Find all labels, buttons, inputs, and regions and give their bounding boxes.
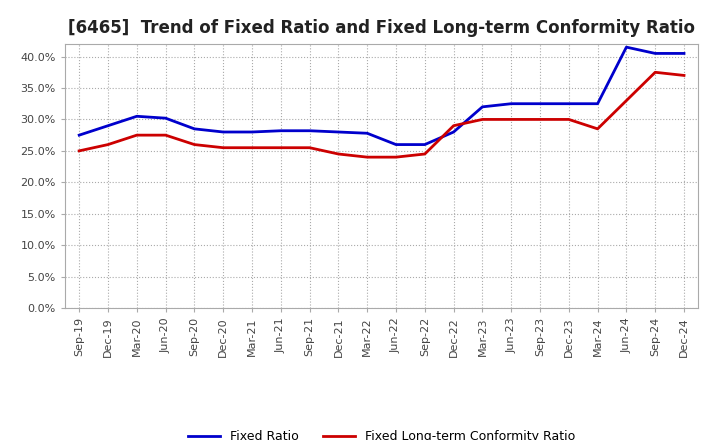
Fixed Ratio [564, 101, 573, 106]
Fixed Long-term Conformity Ratio [161, 132, 170, 138]
Fixed Ratio [219, 129, 228, 135]
Fixed Ratio [248, 129, 256, 135]
Fixed Long-term Conformity Ratio [651, 70, 660, 75]
Fixed Long-term Conformity Ratio [104, 142, 112, 147]
Fixed Ratio [190, 126, 199, 132]
Fixed Long-term Conformity Ratio [75, 148, 84, 154]
Fixed Ratio [622, 44, 631, 50]
Fixed Long-term Conformity Ratio [392, 154, 400, 160]
Fixed Ratio [392, 142, 400, 147]
Fixed Long-term Conformity Ratio [248, 145, 256, 150]
Fixed Long-term Conformity Ratio [622, 98, 631, 103]
Fixed Ratio [104, 123, 112, 128]
Fixed Ratio [334, 129, 343, 135]
Fixed Ratio [680, 51, 688, 56]
Fixed Long-term Conformity Ratio [363, 154, 372, 160]
Fixed Ratio [478, 104, 487, 110]
Fixed Long-term Conformity Ratio [449, 123, 458, 128]
Fixed Long-term Conformity Ratio [305, 145, 314, 150]
Fixed Long-term Conformity Ratio [276, 145, 285, 150]
Legend: Fixed Ratio, Fixed Long-term Conformity Ratio: Fixed Ratio, Fixed Long-term Conformity … [184, 425, 580, 440]
Fixed Ratio [507, 101, 516, 106]
Fixed Ratio [161, 116, 170, 121]
Fixed Long-term Conformity Ratio [219, 145, 228, 150]
Fixed Long-term Conformity Ratio [564, 117, 573, 122]
Fixed Ratio [651, 51, 660, 56]
Fixed Ratio [420, 142, 429, 147]
Fixed Long-term Conformity Ratio [132, 132, 141, 138]
Fixed Long-term Conformity Ratio [593, 126, 602, 132]
Fixed Long-term Conformity Ratio [536, 117, 544, 122]
Fixed Ratio [132, 114, 141, 119]
Fixed Ratio [305, 128, 314, 133]
Fixed Long-term Conformity Ratio [190, 142, 199, 147]
Fixed Long-term Conformity Ratio [507, 117, 516, 122]
Fixed Ratio [449, 129, 458, 135]
Line: Fixed Long-term Conformity Ratio: Fixed Long-term Conformity Ratio [79, 72, 684, 157]
Line: Fixed Ratio: Fixed Ratio [79, 47, 684, 145]
Fixed Long-term Conformity Ratio [334, 151, 343, 157]
Fixed Ratio [363, 131, 372, 136]
Fixed Ratio [75, 132, 84, 138]
Fixed Long-term Conformity Ratio [680, 73, 688, 78]
Fixed Ratio [276, 128, 285, 133]
Fixed Ratio [536, 101, 544, 106]
Fixed Long-term Conformity Ratio [420, 151, 429, 157]
Title: [6465]  Trend of Fixed Ratio and Fixed Long-term Conformity Ratio: [6465] Trend of Fixed Ratio and Fixed Lo… [68, 19, 695, 37]
Fixed Long-term Conformity Ratio [478, 117, 487, 122]
Fixed Ratio [593, 101, 602, 106]
